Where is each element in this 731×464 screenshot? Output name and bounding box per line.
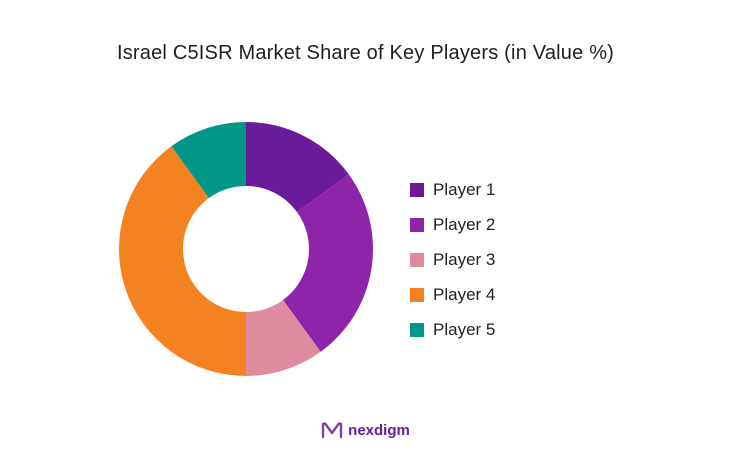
legend-label: Player 2	[433, 214, 496, 234]
brand-name: nexdigm	[348, 421, 410, 439]
nexdigm-logo-icon	[321, 422, 343, 439]
donut-chart	[119, 122, 373, 376]
donut-slice-player-3[interactable]	[246, 299, 321, 376]
legend-item-player-5[interactable]: Player 5	[410, 312, 495, 347]
legend-label: Player 5	[433, 319, 496, 339]
donut-slice-player-5[interactable]	[171, 122, 246, 199]
legend-item-player-1[interactable]: Player 1	[410, 172, 495, 207]
legend-swatch	[410, 287, 424, 302]
legend-label: Player 4	[433, 284, 496, 304]
legend-swatch	[410, 252, 424, 267]
legend-item-player-2[interactable]: Player 2	[410, 207, 495, 242]
donut-slice-player-2[interactable]	[283, 174, 373, 352]
chart-legend: Player 1 Player 2 Player 3 Player 4 Play…	[410, 172, 495, 347]
legend-swatch	[410, 182, 424, 197]
chart-title: Israel C5ISR Market Share of Key Players…	[116, 42, 615, 64]
legend-label: Player 3	[433, 249, 496, 269]
donut-slice-player-4[interactable]	[119, 146, 246, 376]
legend-swatch	[410, 217, 424, 232]
donut-slice-player-1[interactable]	[246, 122, 349, 212]
legend-item-player-4[interactable]: Player 4	[410, 277, 495, 312]
legend-label: Player 1	[433, 179, 496, 199]
legend-item-player-3[interactable]: Player 3	[410, 242, 495, 277]
brand-footer: nexdigm	[0, 421, 731, 439]
legend-swatch	[410, 322, 424, 337]
